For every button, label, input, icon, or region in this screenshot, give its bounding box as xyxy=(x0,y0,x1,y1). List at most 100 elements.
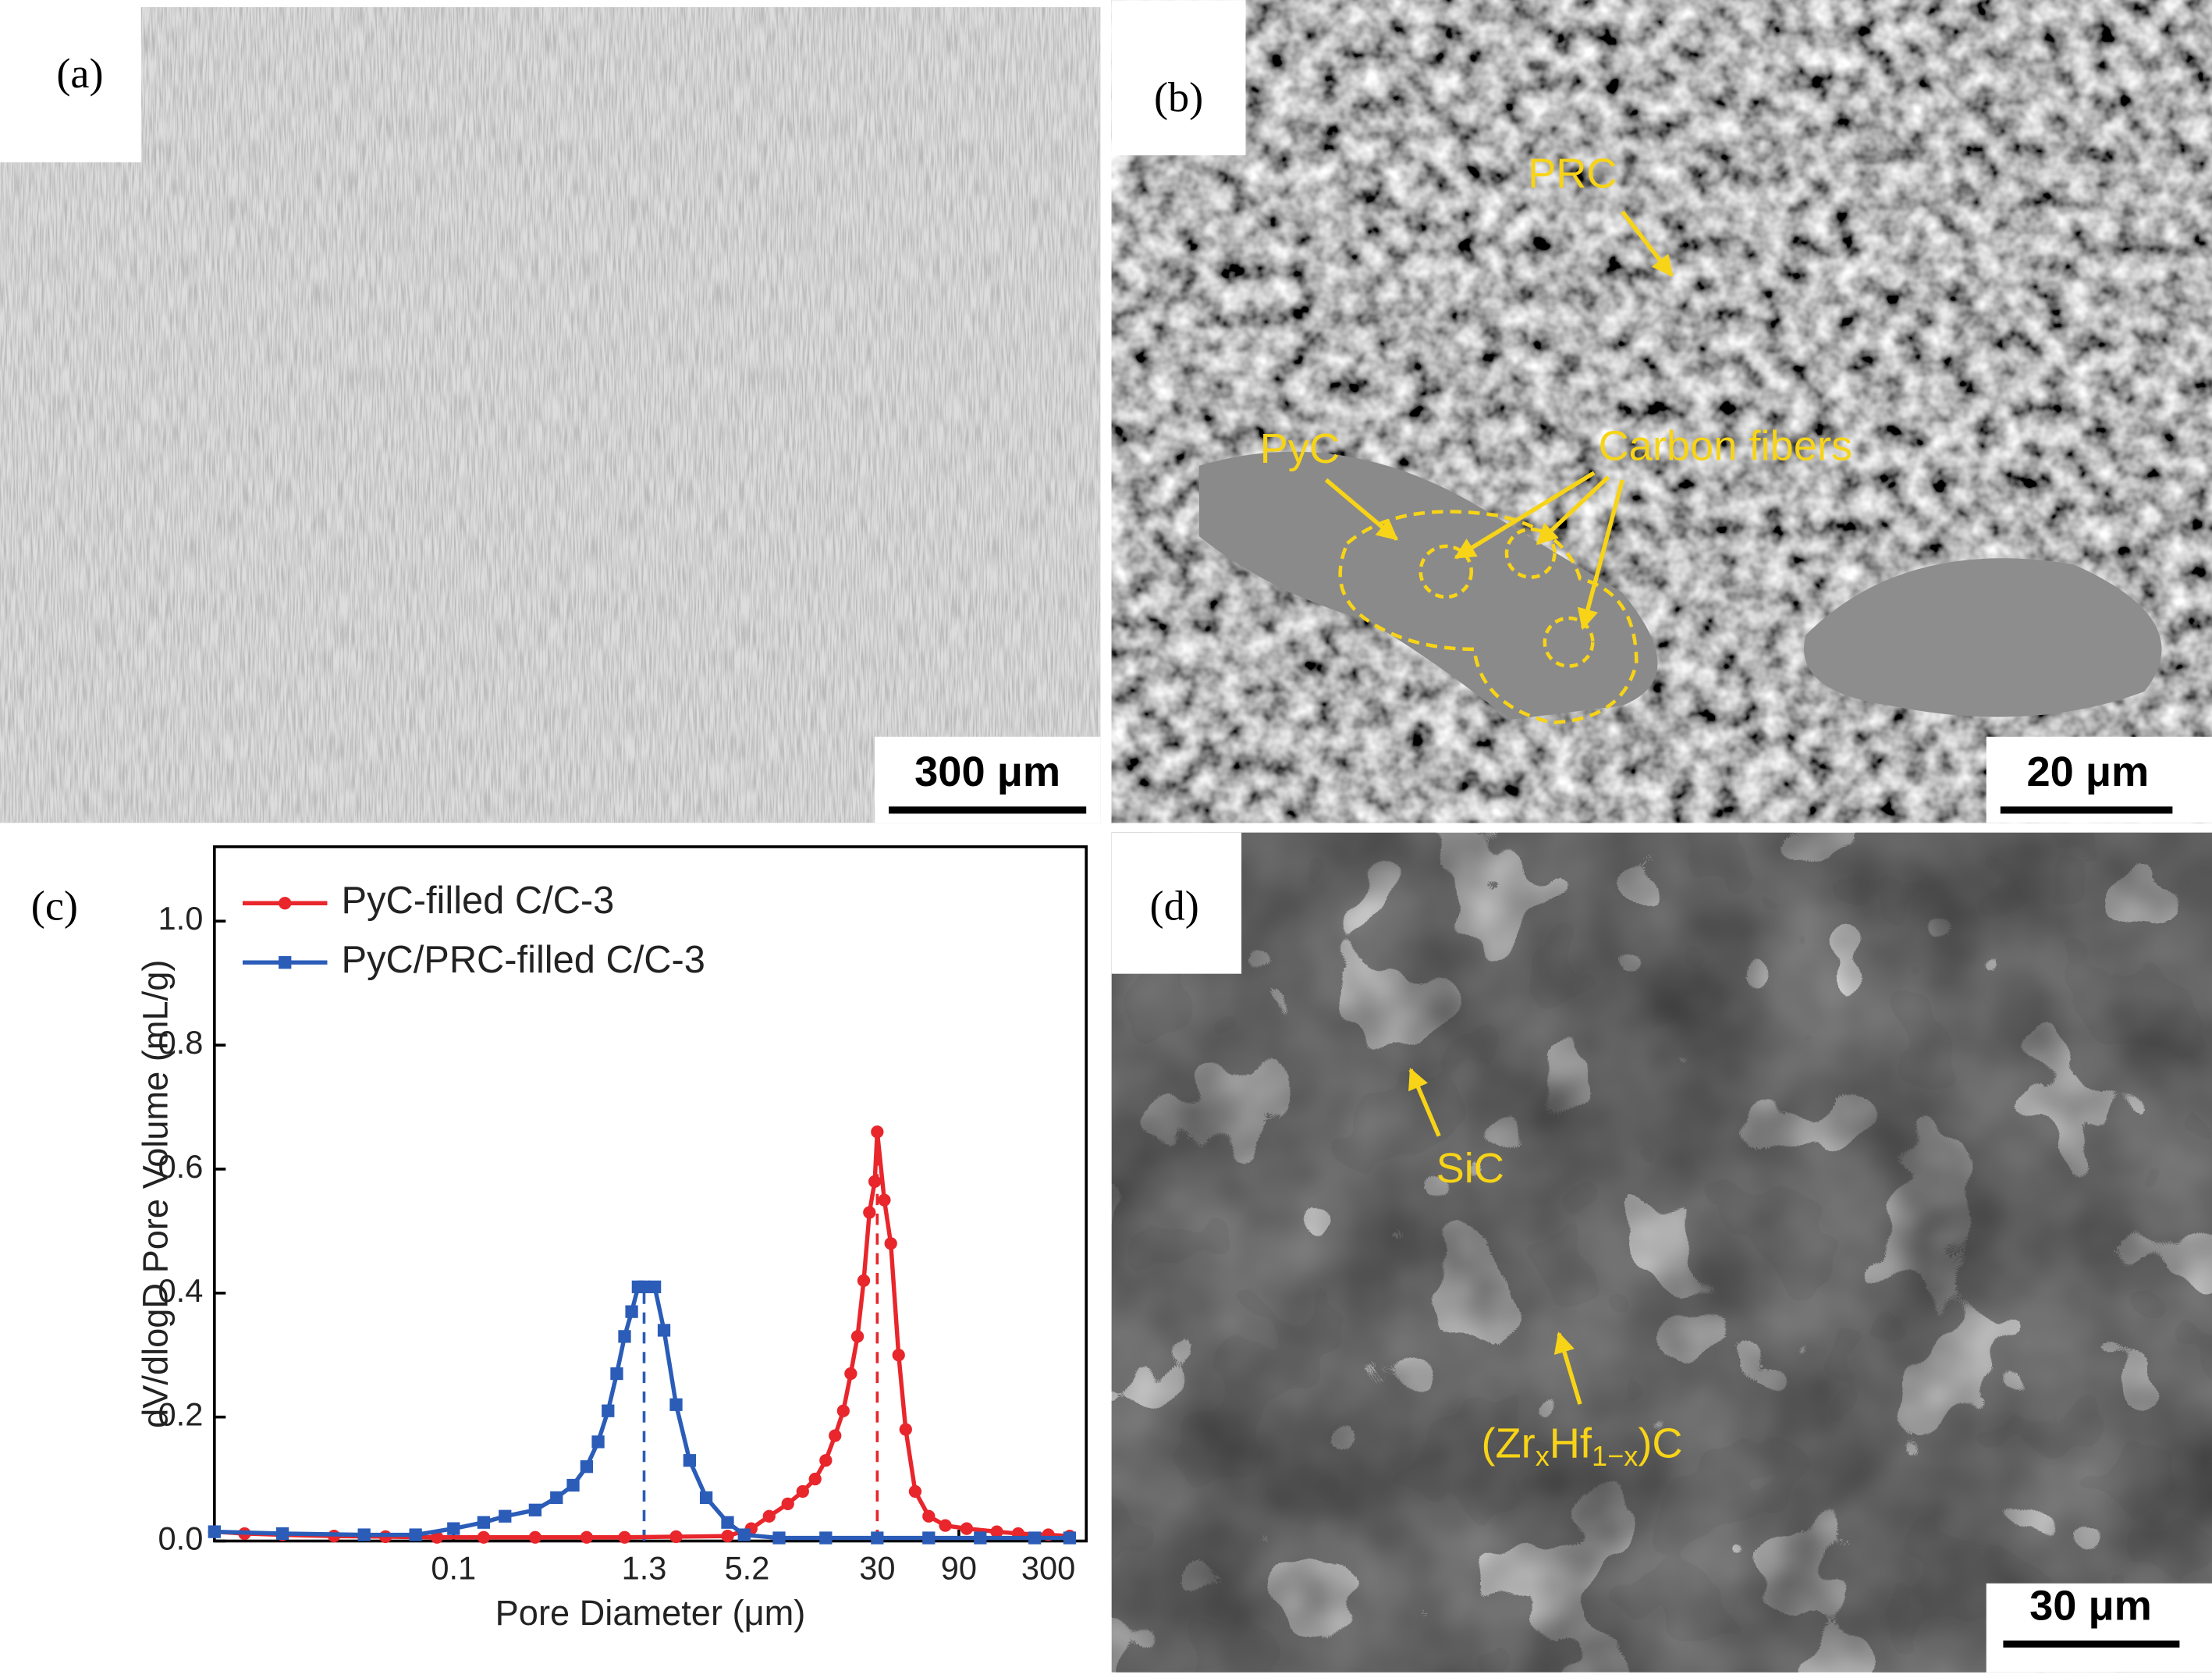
x-tick-label: 0.1 xyxy=(431,1549,476,1586)
annotation: SiC xyxy=(1436,1145,1504,1192)
marker xyxy=(528,1530,542,1544)
legend-label: PyC-filled C/C-3 xyxy=(342,880,615,922)
marker xyxy=(836,1404,850,1417)
marker xyxy=(610,1367,623,1381)
x-tick-label: 300 xyxy=(1021,1549,1075,1586)
formula-part: )C xyxy=(1638,1420,1682,1467)
marker xyxy=(447,1522,460,1535)
marker xyxy=(844,1367,857,1381)
marker xyxy=(884,1237,897,1250)
marker xyxy=(871,1531,884,1545)
x-tick-label: 30 xyxy=(859,1549,895,1586)
formula-part: Hf xyxy=(1550,1420,1592,1467)
marker xyxy=(625,1305,638,1318)
marker xyxy=(357,1528,371,1541)
pyc-outline xyxy=(1338,510,1639,725)
marker xyxy=(762,1509,776,1523)
series-line xyxy=(214,1285,1070,1541)
marker xyxy=(683,1454,696,1467)
marker xyxy=(637,1280,651,1293)
panel-label: (b) xyxy=(1154,74,1203,121)
y-tick-label: 0.6 xyxy=(158,1148,204,1185)
x-tick-label: 5.2 xyxy=(725,1549,770,1586)
marker xyxy=(908,1484,922,1498)
arrow xyxy=(1408,1068,1441,1137)
annotation: (ZrxHf1−x)C xyxy=(1481,1420,1682,1472)
x-tick-label: 90 xyxy=(941,1549,977,1586)
marker xyxy=(892,1349,905,1362)
marker xyxy=(899,1423,912,1436)
marker xyxy=(721,1530,734,1543)
y-axis-label: dV/dlogD Pore Volume (mL/g) xyxy=(135,960,175,1428)
scale-bar-label: 30 μm xyxy=(2029,1583,2152,1630)
marker xyxy=(208,1525,221,1538)
marker xyxy=(499,1509,512,1523)
arrow xyxy=(1324,478,1399,541)
panel-b: PRC PyC Carbon fibers (b) 20 μm xyxy=(1111,0,2212,823)
fiber-outline xyxy=(1418,544,1474,599)
label-box xyxy=(0,0,141,163)
marker xyxy=(669,1398,683,1411)
plot-frame xyxy=(213,845,1088,1543)
marker xyxy=(939,1519,952,1532)
marker xyxy=(1063,1531,1077,1545)
marker xyxy=(1028,1531,1042,1545)
marker xyxy=(922,1531,936,1545)
legend-marker xyxy=(279,956,292,969)
scale-bar-box xyxy=(1986,1583,2212,1673)
marker xyxy=(566,1478,580,1492)
marker xyxy=(580,1460,594,1474)
marker xyxy=(781,1497,794,1510)
y-tick-label: 0.2 xyxy=(158,1396,204,1433)
subscript: x xyxy=(1536,1439,1550,1471)
label-box xyxy=(1111,0,1246,156)
marker xyxy=(850,1330,865,1343)
marker xyxy=(871,1125,884,1139)
marker xyxy=(737,1528,751,1541)
marker xyxy=(878,1193,891,1207)
label-box xyxy=(1111,832,1242,974)
scale-bar-label: 300 μm xyxy=(914,748,1060,795)
marker xyxy=(974,1531,987,1545)
series-line xyxy=(214,1132,1070,1540)
panel-d: (d) SiC (ZrxHf1−x)C 30 μm xyxy=(1111,832,2212,1673)
marker xyxy=(829,1429,842,1442)
panel-a: (a) 300 μm xyxy=(0,0,1101,823)
y-tick-label: 0.0 xyxy=(158,1520,204,1556)
marker xyxy=(528,1503,542,1516)
marker xyxy=(430,1530,444,1544)
arrow xyxy=(1621,210,1674,277)
x-tick-label: 1.3 xyxy=(622,1549,667,1586)
marker xyxy=(699,1491,713,1505)
panel-label: (a) xyxy=(56,50,103,97)
arrow xyxy=(1536,475,1610,546)
marker xyxy=(857,1274,871,1288)
scale-bar-label: 20 μm xyxy=(2026,748,2149,795)
arrow xyxy=(1577,479,1624,631)
marker xyxy=(868,1175,882,1188)
marker xyxy=(550,1491,563,1505)
marker xyxy=(960,1522,974,1535)
micrograph-texture xyxy=(0,7,1101,823)
marker xyxy=(808,1472,822,1486)
marker xyxy=(591,1435,605,1449)
panel-label: (c) xyxy=(31,883,78,930)
fiber xyxy=(1198,451,1658,720)
marker xyxy=(648,1280,662,1293)
micrograph-texture xyxy=(1111,832,2212,1673)
x-axis-label: Pore Diameter (μm) xyxy=(495,1593,806,1633)
marker xyxy=(580,1530,594,1544)
arrow xyxy=(1454,471,1596,560)
fiber xyxy=(1804,558,2162,717)
arrow xyxy=(1553,1331,1582,1405)
marker xyxy=(618,1530,631,1544)
formula-part: (Zr xyxy=(1481,1420,1535,1467)
marker xyxy=(796,1484,809,1498)
y-tick-label: 0.4 xyxy=(158,1272,204,1309)
y-tick-label: 0.8 xyxy=(158,1024,204,1061)
annotation: Carbon fibers xyxy=(1599,422,1853,469)
marker xyxy=(922,1509,936,1523)
marker xyxy=(819,1531,833,1545)
fiber-outline xyxy=(1504,527,1557,579)
